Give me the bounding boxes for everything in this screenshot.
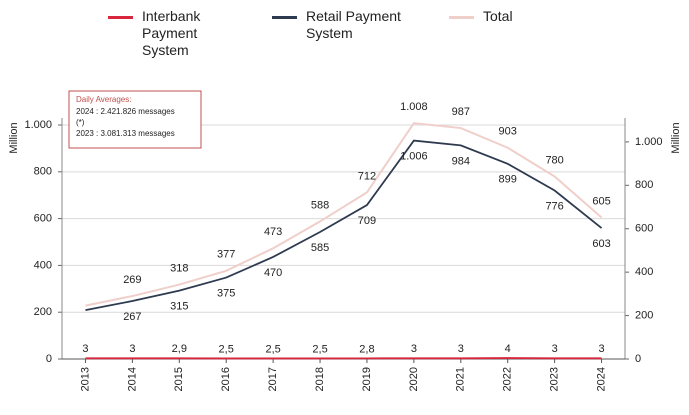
y-tick-label: 400 <box>34 259 52 271</box>
annotation-line: 2024 : 2.421.826 messages <box>76 107 175 116</box>
legend-swatch <box>108 16 133 19</box>
x-tick-label: 2023 <box>549 367 561 391</box>
x-tick-label: 2013 <box>79 367 91 391</box>
data-label: 2,5 <box>312 343 327 355</box>
legend-swatch <box>449 16 474 19</box>
data-label: 3 <box>129 343 135 355</box>
y2-axis-label: Million <box>670 122 682 153</box>
annotation-line: (*) <box>76 118 85 127</box>
legend-label: Total <box>483 8 513 24</box>
data-label: 780 <box>545 154 563 166</box>
y-tick-label: 0 <box>46 353 52 365</box>
x-tick-label: 2020 <box>408 367 420 391</box>
data-label: 3 <box>552 343 558 355</box>
data-label: 984 <box>452 155 470 167</box>
data-label: 3 <box>598 343 604 355</box>
x-tick-label: 2014 <box>126 367 138 391</box>
data-label: 269 <box>123 274 141 286</box>
data-label: 603 <box>592 238 610 250</box>
data-label: 318 <box>170 263 188 275</box>
data-label: 585 <box>311 242 329 254</box>
data-label: 2,9 <box>172 343 187 355</box>
y2-tick-label: 0 <box>635 353 641 365</box>
legend-label: Retail Payment System <box>306 8 401 41</box>
data-label: 3 <box>411 343 417 355</box>
x-tick-label: 2024 <box>595 367 607 391</box>
data-label: 1.006 <box>400 150 428 162</box>
annotation-line: 2023 : 3.081.313 messages <box>76 129 175 138</box>
x-tick-label: 2021 <box>455 367 467 391</box>
data-label: 473 <box>264 226 282 238</box>
legend-item: Interbank Payment System <box>108 8 247 59</box>
y-tick-label: 200 <box>34 306 52 318</box>
y2-tick-label: 800 <box>635 179 653 191</box>
legend-label: Interbank Payment System <box>142 8 201 58</box>
data-label: 377 <box>217 249 235 261</box>
data-label: 470 <box>264 267 282 279</box>
data-label: 709 <box>358 215 376 227</box>
data-label: 375 <box>217 287 235 299</box>
y-tick-label: 800 <box>34 166 52 178</box>
annotation-title: Daily Averages: <box>76 95 131 104</box>
y-tick-label: 600 <box>34 213 52 225</box>
y-tick-label: 1.000 <box>24 119 52 131</box>
y2-tick-label: 200 <box>635 309 653 321</box>
legend-item: Retail Payment System <box>272 8 421 42</box>
data-label: 3 <box>82 343 88 355</box>
x-tick-label: 2022 <box>502 367 514 391</box>
y2-tick-label: 600 <box>635 223 653 235</box>
y2-tick-label: 1.000 <box>635 136 663 148</box>
x-tick-label: 2016 <box>220 367 232 391</box>
data-label: 2,8 <box>359 343 374 355</box>
y2-tick-label: 400 <box>635 266 653 278</box>
legend-item: Total <box>449 8 543 25</box>
data-label: 776 <box>545 200 563 212</box>
data-label: 605 <box>592 195 610 207</box>
annotation-box <box>68 90 202 149</box>
x-tick-label: 2015 <box>173 367 185 391</box>
data-label: 267 <box>123 311 141 323</box>
series-line <box>85 122 603 307</box>
data-label: 2,5 <box>265 343 280 355</box>
data-label: 1.008 <box>400 101 428 113</box>
data-label: 315 <box>170 301 188 313</box>
data-label: 4 <box>505 343 511 355</box>
x-tick-label: 2018 <box>314 367 326 391</box>
data-label: 2,5 <box>219 343 234 355</box>
data-label: 3 <box>458 343 464 355</box>
data-label: 899 <box>499 174 517 186</box>
x-tick-label: 2017 <box>267 367 279 391</box>
data-label: 987 <box>452 106 470 118</box>
x-tick-label: 2019 <box>361 367 373 391</box>
legend-swatch <box>272 16 297 19</box>
series-line <box>85 139 603 312</box>
data-label: 588 <box>311 199 329 211</box>
y-axis-label: Million <box>8 122 20 153</box>
data-label: 903 <box>499 126 517 138</box>
data-label: 712 <box>358 170 376 182</box>
